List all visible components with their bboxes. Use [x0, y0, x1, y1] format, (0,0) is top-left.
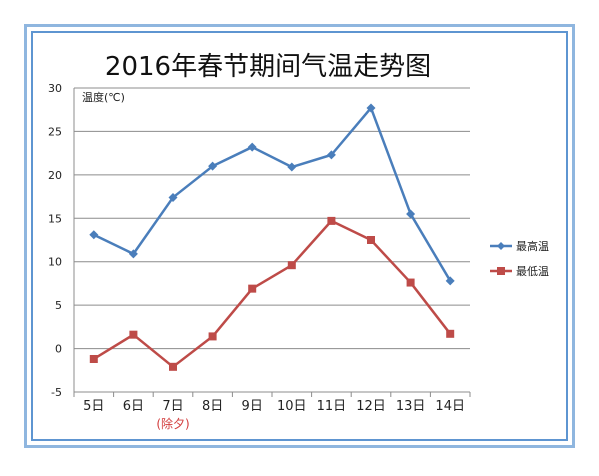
y-tick-label: 25	[48, 125, 62, 138]
data-point-diamond	[128, 249, 138, 259]
x-tick-label: 12日	[356, 399, 386, 414]
data-point-square	[287, 261, 296, 270]
data-point-square	[248, 284, 257, 293]
x-tick-label: 8日	[202, 399, 223, 414]
series-line-2	[93, 219, 452, 369]
chart-title: 2016年春节期间气温走势图	[104, 52, 432, 82]
y-tick-label: 15	[48, 212, 62, 225]
x-tick-label: 11日	[317, 399, 347, 414]
data-point-diamond	[168, 192, 178, 202]
inner-frame	[31, 31, 568, 441]
x-tick-label: 5日	[83, 399, 104, 414]
data-point-diamond	[287, 162, 297, 172]
data-point-square	[208, 332, 217, 341]
legend-marker-diamond	[497, 242, 505, 250]
data-point-square	[327, 216, 336, 225]
data-point-square	[446, 329, 455, 338]
data-point-square	[367, 236, 375, 244]
y-tick-label: 0	[55, 343, 62, 356]
data-point-square	[89, 354, 98, 363]
data-point-square	[406, 278, 415, 287]
x-tick-label: 13日	[396, 399, 426, 414]
x-tick-label: 14日	[435, 399, 465, 414]
data-point-diamond	[247, 142, 257, 152]
x-tick-label: 6日	[123, 399, 144, 414]
data-point-diamond	[208, 161, 218, 171]
data-point-diamond	[406, 209, 416, 219]
data-point-square	[169, 362, 177, 371]
axes	[73, 88, 471, 397]
y-tick-label: 30	[48, 82, 62, 95]
data-point-diamond	[445, 276, 455, 286]
outer-frame	[24, 24, 575, 448]
grid-lines	[74, 87, 470, 393]
legend-label: 最高温	[516, 239, 549, 253]
y-tick-label: 20	[48, 169, 62, 182]
series-lines	[89, 103, 455, 371]
x-annotation-label: (除夕)	[156, 416, 189, 431]
data-point-square	[129, 330, 138, 339]
y-tick-label: -5	[51, 386, 62, 399]
x-tick-label: 9日	[242, 399, 263, 414]
x-tick-label: 10日	[277, 399, 307, 414]
series-line-1	[93, 106, 452, 282]
data-point-diamond	[89, 230, 99, 240]
x-tick-labels: 5日 6日 7日 8日 9日 10日 11日 12日 13日 14日 (除夕)	[83, 399, 465, 431]
data-point-diamond	[366, 103, 376, 113]
y-tick-labels: 30 25 20 15 10 5 0 -5	[48, 82, 62, 399]
data-point-diamond	[326, 150, 336, 160]
y-axis-label: 温度(℃)	[82, 90, 125, 104]
y-tick-label: 5	[55, 299, 62, 312]
legend-marker-square	[497, 267, 505, 275]
x-tick-label: 7日	[162, 399, 183, 414]
legend-label: 最低温	[516, 265, 549, 278]
y-tick-label: 10	[48, 256, 62, 269]
